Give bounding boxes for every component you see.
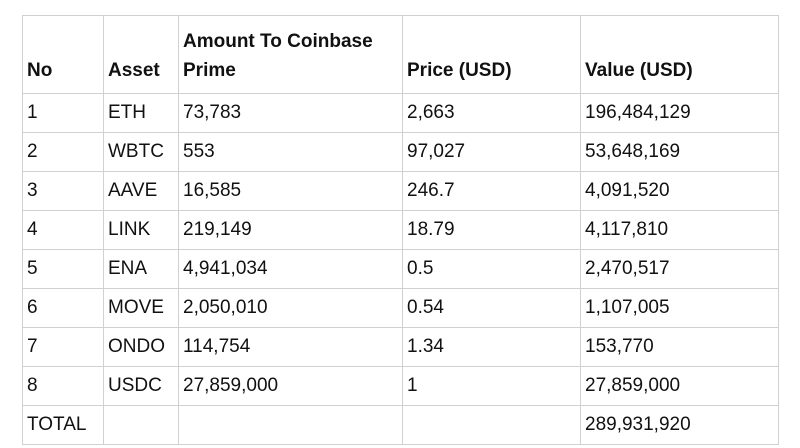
table-cell: 3	[22, 171, 104, 211]
table-cell: 2,050,010	[178, 288, 403, 328]
table-cell: 2,663	[402, 93, 581, 133]
table-cell: 8	[22, 366, 104, 406]
table-cell: 153,770	[580, 327, 779, 367]
total-row: TOTAL 289,931,920	[22, 405, 779, 445]
table-cell: ENA	[103, 249, 179, 289]
table-cell: 5	[22, 249, 104, 289]
header-cell: Price (USD)	[402, 15, 581, 94]
table-row: 5 ENA 4,941,034 0.5 2,470,517	[22, 249, 779, 289]
table-cell: 4,117,810	[580, 210, 779, 250]
table-row: 8 USDC 27,859,000 1 27,859,000	[22, 366, 779, 406]
table-row: 3 AAVE 16,585 246.7 4,091,520	[22, 171, 779, 211]
table-cell: AAVE	[103, 171, 179, 211]
table-cell: 553	[178, 132, 403, 172]
table-cell: ONDO	[103, 327, 179, 367]
table-cell: MOVE	[103, 288, 179, 328]
table-cell: 7	[22, 327, 104, 367]
empty-cell	[103, 405, 179, 445]
header-cell: Value (USD)	[580, 15, 779, 94]
table-row: 6 MOVE 2,050,010 0.54 1,107,005	[22, 288, 779, 328]
table-cell: 1,107,005	[580, 288, 779, 328]
table-cell: 97,027	[402, 132, 581, 172]
header-cell: Amount To Coinbase Prime	[178, 15, 403, 94]
table-cell: LINK	[103, 210, 179, 250]
table-cell: 2	[22, 132, 104, 172]
table-cell: 0.54	[402, 288, 581, 328]
table-cell: 196,484,129	[580, 93, 779, 133]
table-cell: 0.5	[402, 249, 581, 289]
header-cell: No	[22, 15, 104, 94]
table-cell: 73,783	[178, 93, 403, 133]
empty-cell	[402, 405, 581, 445]
header-cell: Asset	[103, 15, 179, 94]
table-cell: 1.34	[402, 327, 581, 367]
table-row: 4 LINK 219,149 18.79 4,117,810	[22, 210, 779, 250]
table-cell: 114,754	[178, 327, 403, 367]
table-cell: ETH	[103, 93, 179, 133]
table-cell: 18.79	[402, 210, 581, 250]
table-body: 1 ETH 73,783 2,663 196,484,129 2 WBTC 553 97,027…	[22, 93, 779, 445]
header-row: No Asset Amount To Coinbase Prime Price (US…	[22, 15, 779, 94]
table-cell: 27,859,000	[178, 366, 403, 406]
table-row: 2 WBTC 553 97,027 53,648,169	[22, 132, 779, 172]
table-cell: 16,585	[178, 171, 403, 211]
table-cell: 1	[22, 93, 104, 133]
table-cell: WBTC	[103, 132, 179, 172]
table-cell: USDC	[103, 366, 179, 406]
table-cell: 246.7	[402, 171, 581, 211]
table-row: 7 ONDO 114,754 1.34 153,770	[22, 327, 779, 367]
table-row: 1 ETH 73,783 2,663 196,484,129	[22, 93, 779, 133]
total-label: TOTAL	[22, 405, 104, 445]
total-value: 289,931,920	[580, 405, 779, 445]
table-cell: 53,648,169	[580, 132, 779, 172]
table-cell: 4,941,034	[178, 249, 403, 289]
table-cell: 4	[22, 210, 104, 250]
table-cell: 1	[402, 366, 581, 406]
table-cell: 6	[22, 288, 104, 328]
table-cell: 4,091,520	[580, 171, 779, 211]
table-header: No Asset Amount To Coinbase Prime Price (US…	[22, 15, 779, 94]
asset-table: No Asset Amount To Coinbase Prime Price (US…	[22, 15, 779, 445]
empty-cell	[178, 405, 403, 445]
table-cell: 27,859,000	[580, 366, 779, 406]
table-cell: 2,470,517	[580, 249, 779, 289]
table-cell: 219,149	[178, 210, 403, 250]
